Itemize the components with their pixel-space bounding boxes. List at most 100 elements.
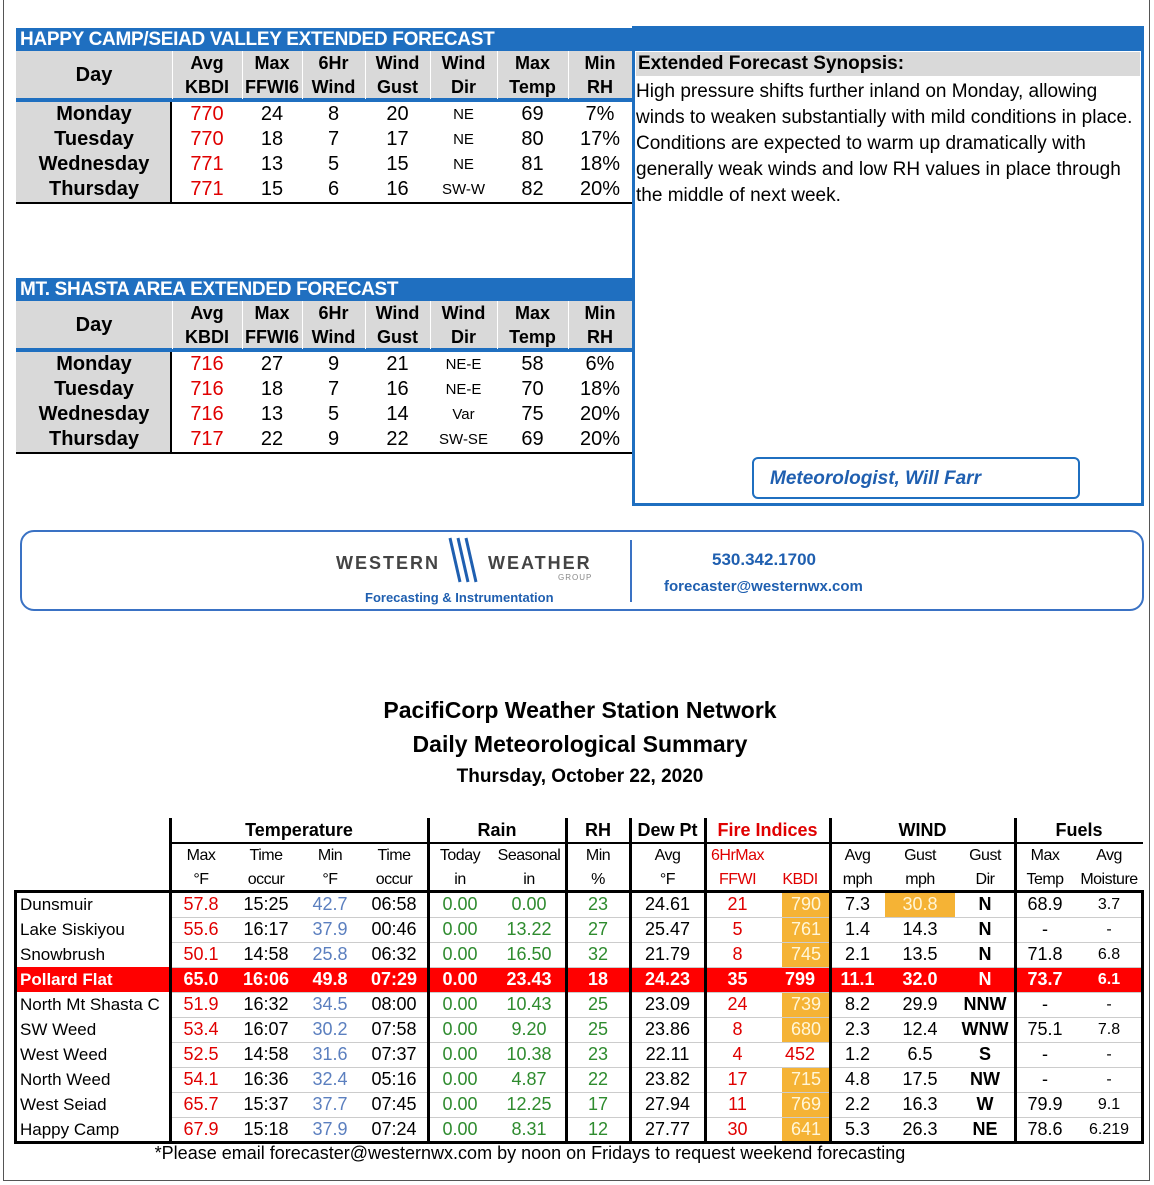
header-sep xyxy=(430,301,431,349)
cell: 0.00 xyxy=(442,1044,478,1064)
row-rule xyxy=(170,992,1143,993)
subheader: Min xyxy=(317,847,343,864)
cell: 22 xyxy=(260,428,284,450)
cell: 11 xyxy=(728,1094,747,1114)
cell: 23.09 xyxy=(644,994,691,1014)
cell: 771 xyxy=(190,178,224,200)
header: Gust xyxy=(376,77,418,97)
cell: 71.8 xyxy=(1027,944,1063,964)
group-header: RH xyxy=(585,820,611,840)
cell: Happy Camp xyxy=(20,1120,120,1139)
cell: NE xyxy=(972,1119,998,1139)
cell: 05:16 xyxy=(371,1069,417,1089)
cell: 799 xyxy=(784,969,816,989)
cell: 15:18 xyxy=(243,1119,289,1139)
cell: 7 xyxy=(327,128,340,150)
cell: 69 xyxy=(521,428,544,450)
cell: 34.5 xyxy=(312,994,348,1014)
cell: 4.8 xyxy=(844,1069,871,1089)
cell: NE xyxy=(453,106,474,123)
subheader: °F xyxy=(193,871,209,888)
cell: 15 xyxy=(260,178,284,200)
cell: 0.00 xyxy=(442,1119,478,1139)
cell: 17 xyxy=(727,1069,748,1089)
cell: 6.1 xyxy=(1097,971,1121,988)
subheader: °F xyxy=(322,871,338,888)
subheader: Max xyxy=(1030,847,1060,864)
header-sep xyxy=(365,301,366,349)
cell: 16 xyxy=(386,378,409,400)
cell: 716 xyxy=(190,403,224,425)
header-bg xyxy=(16,51,632,99)
header-bg xyxy=(16,301,632,349)
cell: 20% xyxy=(579,403,621,425)
group-rule xyxy=(566,842,630,844)
cell: 0.00 xyxy=(442,994,478,1014)
subheader: Gust xyxy=(969,847,1001,864)
cell: 18 xyxy=(260,128,284,150)
cell: - xyxy=(1042,1044,1048,1064)
cell: 9.20 xyxy=(511,1019,547,1039)
cell: - xyxy=(1106,1046,1112,1063)
cell: Monday xyxy=(16,352,172,377)
cell: 30.2 xyxy=(312,1019,348,1039)
cell: 5 xyxy=(327,403,340,425)
subheader: Today xyxy=(439,847,481,864)
cell: 12.4 xyxy=(902,1019,938,1039)
group-rule xyxy=(428,842,566,844)
logo-right: WEATHER xyxy=(488,553,592,573)
logo-group: GROUP xyxy=(558,573,593,582)
cell: 16.50 xyxy=(506,944,552,964)
cell: 2.3 xyxy=(844,1019,871,1039)
cell: 6.5 xyxy=(907,1044,933,1064)
contact-divider xyxy=(630,540,632,602)
header-sep xyxy=(172,51,173,99)
email: forecaster@westernwx.com xyxy=(664,578,863,595)
cell: West Weed xyxy=(20,1045,108,1064)
cell: 12.25 xyxy=(506,1094,552,1114)
cell: 0.00 xyxy=(442,1019,478,1039)
cell: Wednesday xyxy=(16,152,172,177)
cell: 3.7 xyxy=(1097,896,1121,913)
cell: N xyxy=(978,944,992,964)
cell: - xyxy=(1106,996,1112,1013)
cell: 9.1 xyxy=(1097,1096,1121,1113)
cell: - xyxy=(1042,919,1048,939)
subheader: Dir xyxy=(975,871,995,888)
header: KBDI xyxy=(185,327,229,347)
group-header: Fuels xyxy=(1055,820,1103,840)
header: Wind xyxy=(441,303,486,323)
cell: Dunsmuir xyxy=(20,895,93,914)
subheader: Moisture xyxy=(1080,871,1138,888)
cell: 37.7 xyxy=(312,1094,348,1114)
cell: 67.9 xyxy=(183,1119,219,1139)
cell: 26.3 xyxy=(902,1119,938,1139)
cell: 49.8 xyxy=(312,969,348,989)
cell: 17% xyxy=(579,128,621,150)
header-sep xyxy=(302,51,303,99)
row-rule xyxy=(170,917,1143,918)
cell: 53.4 xyxy=(183,1019,219,1039)
logo-mark xyxy=(448,537,478,583)
cell: 745 xyxy=(782,942,830,967)
cell: 2.2 xyxy=(844,1094,871,1114)
header: Day xyxy=(75,314,113,336)
cell: 10.38 xyxy=(506,1044,552,1064)
cell: 16:07 xyxy=(243,1019,289,1039)
subheader: in xyxy=(454,871,466,888)
cell: 22.11 xyxy=(645,1044,690,1064)
cell: 21 xyxy=(727,894,748,914)
cell: 15 xyxy=(386,153,409,175)
header: Dir xyxy=(450,327,476,347)
cell: Tuesday xyxy=(16,127,172,152)
cell: 16:17 xyxy=(243,919,289,939)
cell: Pollard Flat xyxy=(20,970,113,989)
cell: 78.6 xyxy=(1027,1119,1063,1139)
cell: Monday xyxy=(16,102,172,127)
cell: 770 xyxy=(190,128,224,150)
table-bottom xyxy=(16,202,632,204)
tagline: Forecasting & Instrumentation xyxy=(365,590,554,605)
alert-row xyxy=(16,967,1143,992)
cell: 23.43 xyxy=(506,969,552,989)
col-sep xyxy=(565,818,568,1142)
